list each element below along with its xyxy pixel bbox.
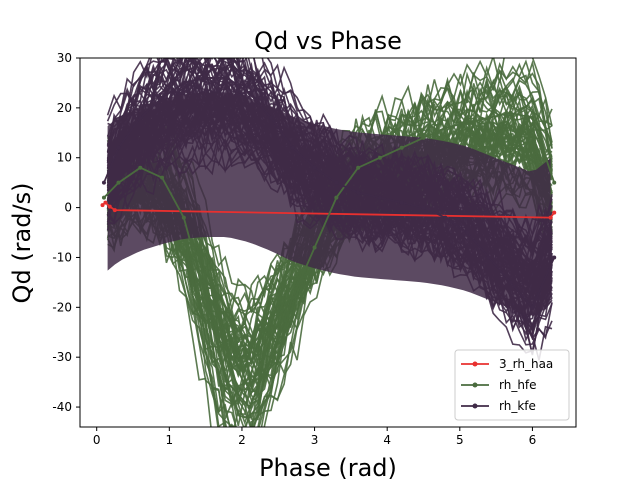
y-tick-label: -10 <box>52 250 72 264</box>
data-point <box>443 215 448 220</box>
data-point <box>203 295 208 300</box>
data-point <box>181 215 186 220</box>
data-point <box>312 245 317 250</box>
legend-marker <box>472 403 478 409</box>
data-point <box>530 305 535 310</box>
series-rh_kfe <box>101 75 557 310</box>
series-line <box>103 77 556 309</box>
data-point <box>247 90 252 95</box>
x-tick-label: 3 <box>311 433 319 447</box>
series-3_rh_haa <box>100 200 557 220</box>
x-tick-label: 0 <box>93 433 101 447</box>
legend: 3_rh_haa rh_hfe rh_kfe <box>454 349 570 421</box>
plot-frame <box>79 57 577 428</box>
data-point <box>225 75 230 80</box>
legend-box <box>454 349 570 421</box>
data-point <box>508 280 513 285</box>
data-point <box>443 125 448 130</box>
data-point <box>160 175 165 180</box>
legend-marker <box>472 361 478 367</box>
data-point <box>465 120 470 125</box>
x-tick-label: 6 <box>529 433 537 447</box>
data-point <box>312 165 317 170</box>
data-point <box>103 200 108 205</box>
x-tick-label: 5 <box>456 433 464 447</box>
series-line <box>103 111 556 409</box>
y-tick-label: -20 <box>52 300 72 314</box>
x-tick-label: 2 <box>238 433 246 447</box>
data-point <box>160 95 165 100</box>
legend-label: rh_kfe <box>499 399 536 413</box>
data-point <box>334 195 339 200</box>
y-tick-label: 10 <box>57 151 72 165</box>
data-point <box>181 80 186 85</box>
data-point <box>399 145 404 150</box>
data-point <box>486 115 491 120</box>
data-point <box>486 255 491 260</box>
data-point <box>290 145 295 150</box>
y-axis-label: Qd (rad/s) <box>8 183 36 304</box>
data-point <box>552 210 557 215</box>
data-point <box>225 380 230 385</box>
plot-area <box>100 58 557 427</box>
data-point <box>138 115 143 120</box>
data-point <box>356 190 361 195</box>
data-point <box>377 155 382 160</box>
y-tick-label: -40 <box>52 400 72 414</box>
data-point <box>203 75 208 80</box>
data-point <box>552 255 557 260</box>
y-tick-label: 0 <box>64 201 72 215</box>
chart-title: Qd vs Phase <box>254 27 402 55</box>
data-point <box>101 195 106 200</box>
data-point <box>290 295 295 300</box>
y-tick-label: -30 <box>52 350 72 364</box>
data-point <box>421 135 426 140</box>
data-point <box>138 165 143 170</box>
x-axis-label: Phase (rad) <box>259 454 397 480</box>
legend-label: 3_rh_haa <box>499 357 553 371</box>
data-point <box>421 205 426 210</box>
data-point <box>334 180 339 185</box>
data-point <box>101 180 106 185</box>
legend-marker <box>472 382 478 388</box>
data-point <box>107 204 112 209</box>
data-point <box>530 115 535 120</box>
legend-entry: rh_hfe <box>461 378 537 392</box>
data-point <box>508 110 513 115</box>
data-point <box>377 195 382 200</box>
data-point <box>356 165 361 170</box>
x-tick-label: 4 <box>383 433 391 447</box>
data-point <box>100 203 105 208</box>
legend-label: rh_hfe <box>499 378 537 392</box>
series-rh_hfe <box>101 110 557 410</box>
x-tick-label: 1 <box>166 433 174 447</box>
data-point <box>268 355 273 360</box>
data-point <box>247 405 252 410</box>
data-point <box>465 230 470 235</box>
y-tick-label: 20 <box>57 101 72 115</box>
series-core-band <box>107 92 551 316</box>
data-point <box>548 215 553 220</box>
data-point <box>552 180 557 185</box>
data-point <box>116 180 121 185</box>
legend-entry: 3_rh_haa <box>461 357 553 371</box>
axes: 0 1 2 3 4 5 6 -40 -30 -20 -10 0 10 20 30 <box>52 51 577 447</box>
y-tick-label: 30 <box>57 51 72 65</box>
data-point <box>399 200 404 205</box>
legend-entry: rh_kfe <box>461 399 536 413</box>
data-point <box>268 115 273 120</box>
data-point <box>112 208 117 213</box>
data-point <box>116 145 121 150</box>
